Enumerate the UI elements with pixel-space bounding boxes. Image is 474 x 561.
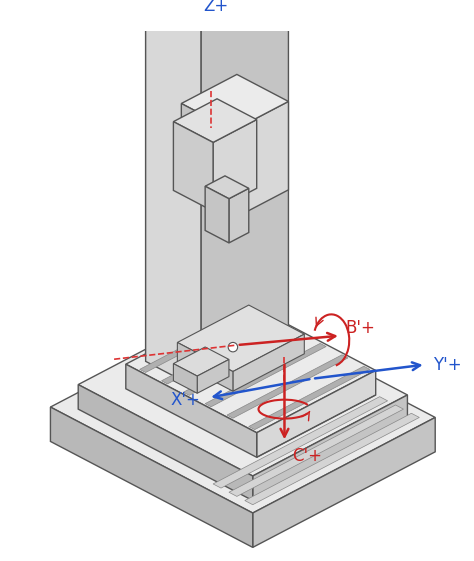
Polygon shape: [146, 0, 233, 361]
Polygon shape: [227, 355, 348, 418]
Polygon shape: [201, 0, 289, 390]
Polygon shape: [229, 188, 249, 243]
Polygon shape: [182, 75, 289, 131]
Polygon shape: [205, 186, 229, 243]
Polygon shape: [245, 413, 419, 505]
Polygon shape: [78, 304, 408, 476]
Polygon shape: [177, 305, 304, 371]
Text: X'+: X'+: [171, 390, 201, 408]
Polygon shape: [173, 364, 197, 393]
Text: Y'+: Y'+: [433, 356, 462, 374]
Polygon shape: [257, 370, 376, 457]
Text: Z+: Z+: [203, 0, 228, 15]
Circle shape: [228, 342, 237, 352]
Polygon shape: [213, 397, 388, 488]
Polygon shape: [205, 343, 326, 407]
Polygon shape: [126, 364, 257, 457]
Polygon shape: [197, 360, 229, 393]
Polygon shape: [173, 122, 213, 211]
Polygon shape: [140, 309, 261, 373]
Polygon shape: [213, 119, 257, 211]
Text: B'+: B'+: [346, 319, 375, 337]
Polygon shape: [173, 347, 229, 376]
Polygon shape: [146, 0, 289, 22]
Polygon shape: [50, 311, 435, 513]
Polygon shape: [205, 176, 249, 199]
Polygon shape: [233, 102, 289, 219]
Polygon shape: [233, 334, 304, 391]
Polygon shape: [253, 395, 408, 500]
Polygon shape: [126, 302, 376, 433]
Polygon shape: [146, 0, 201, 390]
Polygon shape: [257, 395, 376, 457]
Polygon shape: [162, 320, 283, 384]
Polygon shape: [50, 407, 253, 548]
Polygon shape: [78, 385, 253, 500]
Text: C'+: C'+: [292, 447, 322, 465]
Polygon shape: [229, 405, 403, 496]
Polygon shape: [173, 99, 257, 142]
Polygon shape: [177, 342, 233, 391]
Polygon shape: [249, 366, 370, 430]
Polygon shape: [182, 104, 233, 219]
Polygon shape: [253, 417, 435, 548]
Polygon shape: [183, 332, 304, 396]
